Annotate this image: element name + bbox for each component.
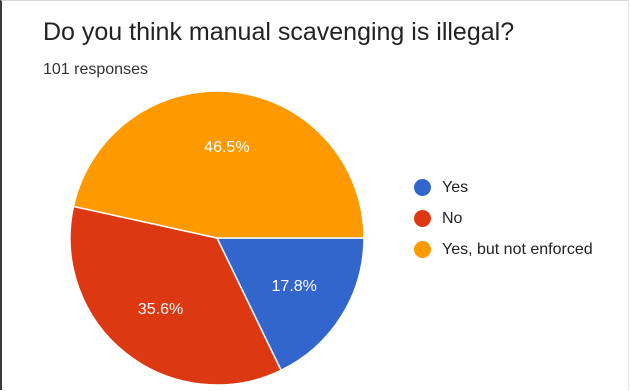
legend-label-no: No xyxy=(442,209,463,227)
legend-item-yes[interactable]: Yes xyxy=(414,172,593,203)
legend-swatch-no xyxy=(414,210,431,227)
legend-item-not-enforced[interactable]: Yes, but not enforced xyxy=(414,234,593,265)
pie-slice-not-enforced[interactable] xyxy=(72,90,365,239)
legend-swatch-yes xyxy=(414,179,431,196)
legend-item-no[interactable]: No xyxy=(414,203,593,234)
pie-label-not-enforced: 46.5% xyxy=(204,139,249,156)
pie-slice-yes[interactable] xyxy=(215,237,365,372)
legend-label-yes: Yes xyxy=(442,178,469,196)
chart-title: Do you think manual scavenging is illega… xyxy=(43,18,515,46)
pie-label-no: 35.6% xyxy=(138,301,183,318)
legend-label-not-enforced: Yes, but not enforced xyxy=(442,240,593,258)
legend-swatch-not-enforced xyxy=(414,241,431,258)
pie-label-yes: 17.8% xyxy=(272,278,317,295)
chart-legend: Yes No Yes, but not enforced xyxy=(414,172,593,265)
response-count: 101 responses xyxy=(43,61,148,78)
pie-slice-no[interactable] xyxy=(69,205,283,386)
